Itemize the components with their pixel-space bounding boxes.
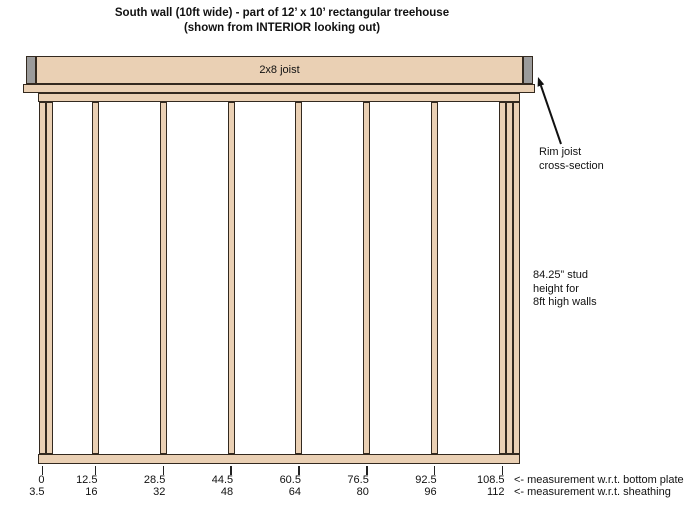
measurement-tick [501,466,504,475]
stud-height-annotation: 84.25” stud height for 8ft high walls [533,269,597,310]
rim-joist-pointer-arrow [537,77,562,145]
bottom-plate-measurement-value: 28.5 [143,474,166,486]
title-line-1: South wall (10ft wide) - part of 12’ x 1… [114,7,450,19]
sheathing-edge-strip [23,84,535,93]
bottom-plate-measurement-value: 76.5 [347,474,369,486]
bottom-plate [38,454,520,464]
bottom-plate-measurement-label: <- measurement w.r.t. bottom plate [514,474,684,486]
sheathing-measurement-value: 32 [153,486,166,498]
stud [363,102,371,454]
title-line-2: (shown from INTERIOR looking out) [183,22,381,34]
bottom-plate-measurement-value: 60.5 [279,474,301,486]
stud [431,102,439,454]
measurement-tick [366,466,368,475]
sheathing-measurement-label: <- measurement w.r.t. sheathing [514,486,671,498]
rim-joist-cross-section-right [523,56,533,84]
measurement-tick [94,466,97,475]
stud [38,102,46,454]
joist-label: 2x8 joist [259,64,300,76]
stud [295,102,303,454]
measurement-tick [162,466,165,475]
bottom-plate-measurement-value: 92.5 [415,474,437,486]
stud-height-annotation-line-2: height for [533,282,579,295]
measurement-tick [298,466,300,475]
rim-joist-annotation-line-1: Rim joist [539,146,582,158]
stud [499,102,506,454]
measurement-tick [433,466,436,475]
diagram-title: South wall (10ft wide) - part of 12’ x 1… [62,6,502,36]
rim-joist-annotation: Rim joist cross-section [539,146,604,173]
bottom-plate-measurement-value: 0 [38,474,45,486]
sheathing-measurement-value: 64 [288,486,301,498]
rim-joist-annotation-line-2: cross-section [539,159,604,172]
sheathing-measurement-value: 80 [356,486,369,498]
rim-joist-cross-section-left [26,56,36,84]
measurement-tick [41,466,44,475]
sheathing-measurement-value: 48 [220,486,234,498]
sheathing-measurement-value: 3.5 [29,486,45,498]
stud [159,102,167,454]
bottom-plate-measurement-value: 108.5 [476,474,505,486]
measurement-tick [230,466,232,475]
stud [513,102,520,454]
joist-beam: 2x8 joist [36,56,523,84]
top-plate [38,93,520,102]
stud-height-annotation-line-3: 8ft high walls [533,296,597,308]
stud-height-annotation-line-1: 84.25” stud [533,269,589,281]
bottom-plate-measurement-value: 12.5 [76,474,98,486]
stud [45,102,53,454]
stud [91,102,99,454]
sheathing-measurement-value: 16 [85,486,98,498]
sheathing-measurement-value: 96 [424,486,437,498]
bottom-plate-measurement-value: 44.5 [211,474,234,486]
stud [506,102,513,454]
sheathing-measurement-value: 112 [486,486,505,498]
stud [227,102,235,454]
